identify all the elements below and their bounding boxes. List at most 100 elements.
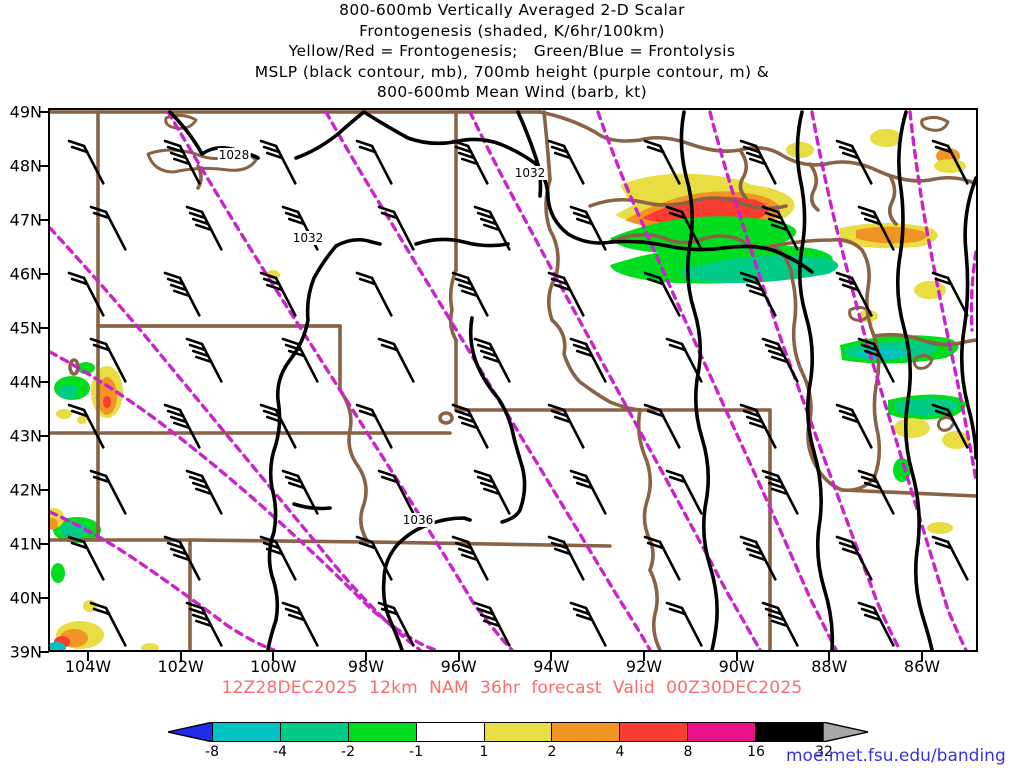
wind-barb-flag: [643, 139, 662, 148]
wind-barb-flag: [572, 211, 591, 220]
colorbar-segment-3[interactable]: [416, 723, 485, 741]
colorbar-tick-label: 8: [683, 744, 693, 760]
wind-barb-flag: [547, 403, 566, 412]
x-tick-mark: [272, 652, 275, 661]
wind-barb-flag: [451, 271, 470, 280]
wind-barb-flag: [172, 157, 191, 166]
wind-barb-flag: [265, 151, 284, 160]
wind-barb-flag: [745, 415, 764, 424]
wind-barb-flag: [857, 601, 876, 610]
y-tick-label: 47N: [9, 210, 42, 230]
wind-barb-flag: [550, 541, 569, 550]
colorbar-segment-2[interactable]: [348, 723, 417, 741]
wind-barb-flag: [172, 553, 191, 562]
title-line-4: MSLP (black contour, mb), 700mb height (…: [254, 62, 770, 81]
title-line-2: Frontogenesis (shaded, K/6hr/100km): [359, 21, 665, 40]
wind-barb-flag: [860, 475, 879, 484]
wind-barb-flag: [934, 541, 953, 550]
wind-barb-flag: [191, 613, 210, 622]
wind-barb-flag: [457, 547, 476, 556]
x-tick-mark: [735, 652, 738, 661]
wind-barb-flag: [169, 151, 188, 160]
x-tick-mark: [365, 652, 367, 661]
wind-barb-flag: [185, 469, 204, 478]
wind-barb-flag: [748, 553, 767, 562]
wind-barb-flag: [841, 151, 860, 160]
colorbar-segment-6[interactable]: [620, 723, 689, 741]
wind-barb-flag: [860, 607, 879, 616]
wind-barb-flag: [767, 613, 786, 622]
colorbar-tick-label: 2: [547, 744, 557, 760]
wind-barb-flag: [835, 403, 854, 412]
colorbar-tick-label: 32: [815, 744, 833, 760]
wind-barb-flag: [668, 343, 687, 352]
wind-barb-flag: [460, 553, 479, 562]
wind-barb-flag: [358, 409, 377, 418]
colorbar-segments[interactable]: [212, 722, 824, 742]
x-tick-label: 96W: [440, 657, 477, 676]
wind-barb-flag: [934, 145, 953, 154]
wind-barb-flag: [476, 211, 495, 220]
wind-barb-flag: [377, 601, 396, 610]
wind-barb-flag: [553, 415, 572, 424]
wind-barb-flag: [745, 151, 764, 160]
wind-barb-flag: [169, 415, 188, 424]
wind-barb-flag: [70, 541, 89, 550]
wind-barb-flag: [166, 277, 185, 286]
colorbar-segment-4[interactable]: [484, 723, 553, 741]
wind-barb-flag: [172, 289, 191, 298]
wind-barb-flag: [92, 607, 111, 616]
wind-barb-flag: [454, 145, 473, 154]
wind-barb-flag: [934, 277, 953, 286]
wind-barb-flag: [166, 409, 185, 418]
x-tick-label: 86W: [903, 657, 941, 676]
colorbar-segment-7[interactable]: [688, 723, 757, 741]
colorbar-segment-8[interactable]: [756, 723, 824, 741]
wind-barb-flag: [764, 211, 783, 220]
wind-barb-flag: [646, 541, 665, 550]
wind-barb-flag: [92, 343, 111, 352]
wind-barb-flag: [169, 547, 188, 556]
wind-barb-flag: [476, 607, 495, 616]
wind-barb-flag: [838, 145, 857, 154]
wind-barb-flag: [934, 409, 953, 418]
wind-barb-flag: [358, 145, 377, 154]
wind-barb-flag: [547, 139, 566, 148]
wind-barb-flag: [739, 535, 758, 544]
state-borders: [50, 110, 976, 650]
wind-barb-flag: [89, 205, 108, 214]
colorbar-tick-labels: -8 -4 -2 -1 1 2 4 8 16 32: [168, 744, 868, 762]
wind-barb-flag: [380, 211, 399, 220]
forecast-valid-string: 12Z28DEC2025 12km NAM 36hr forecast Vali…: [221, 678, 803, 698]
colorbar-segment-0[interactable]: [213, 723, 281, 741]
wind-barb-flag: [643, 271, 662, 280]
wind-barb-flag: [745, 547, 764, 556]
map-plot-area[interactable]: 1028 1032 1032 1036: [48, 108, 978, 652]
y-tick-label: 40N: [9, 588, 42, 608]
wind-barb-flag: [742, 541, 761, 550]
wind-barb-flag: [460, 157, 479, 166]
colorbar-segment-1[interactable]: [280, 723, 349, 741]
wind-barb-flag: [668, 475, 687, 484]
wind-barb-flag: [281, 205, 300, 214]
wind-barb-flag: [287, 217, 306, 226]
colorbar-segment-5[interactable]: [552, 723, 621, 741]
wind-barb-flag: [262, 541, 281, 550]
x-tick-label: 88W: [811, 657, 848, 676]
colorbar-tick-label: 16: [747, 744, 765, 760]
wind-barb-flag: [454, 277, 473, 286]
wind-barb-flag: [287, 481, 306, 490]
wind-barb-flag: [92, 211, 111, 220]
colorbar[interactable]: [168, 720, 868, 744]
y-tick-label: 41N: [9, 534, 42, 554]
x-tick-mark: [550, 652, 553, 661]
wind-barb-flag: [172, 421, 191, 430]
mslp-contours: [168, 110, 976, 650]
wind-barb-flag: [454, 409, 473, 418]
wind-barb-flag: [646, 277, 665, 286]
wind-barb-flag: [457, 151, 476, 160]
colorbar-tick-label: -8: [205, 744, 219, 760]
wind-barb-flag: [841, 283, 860, 292]
wind-barb-flag: [857, 469, 876, 478]
wind-barb-flag: [482, 223, 501, 232]
